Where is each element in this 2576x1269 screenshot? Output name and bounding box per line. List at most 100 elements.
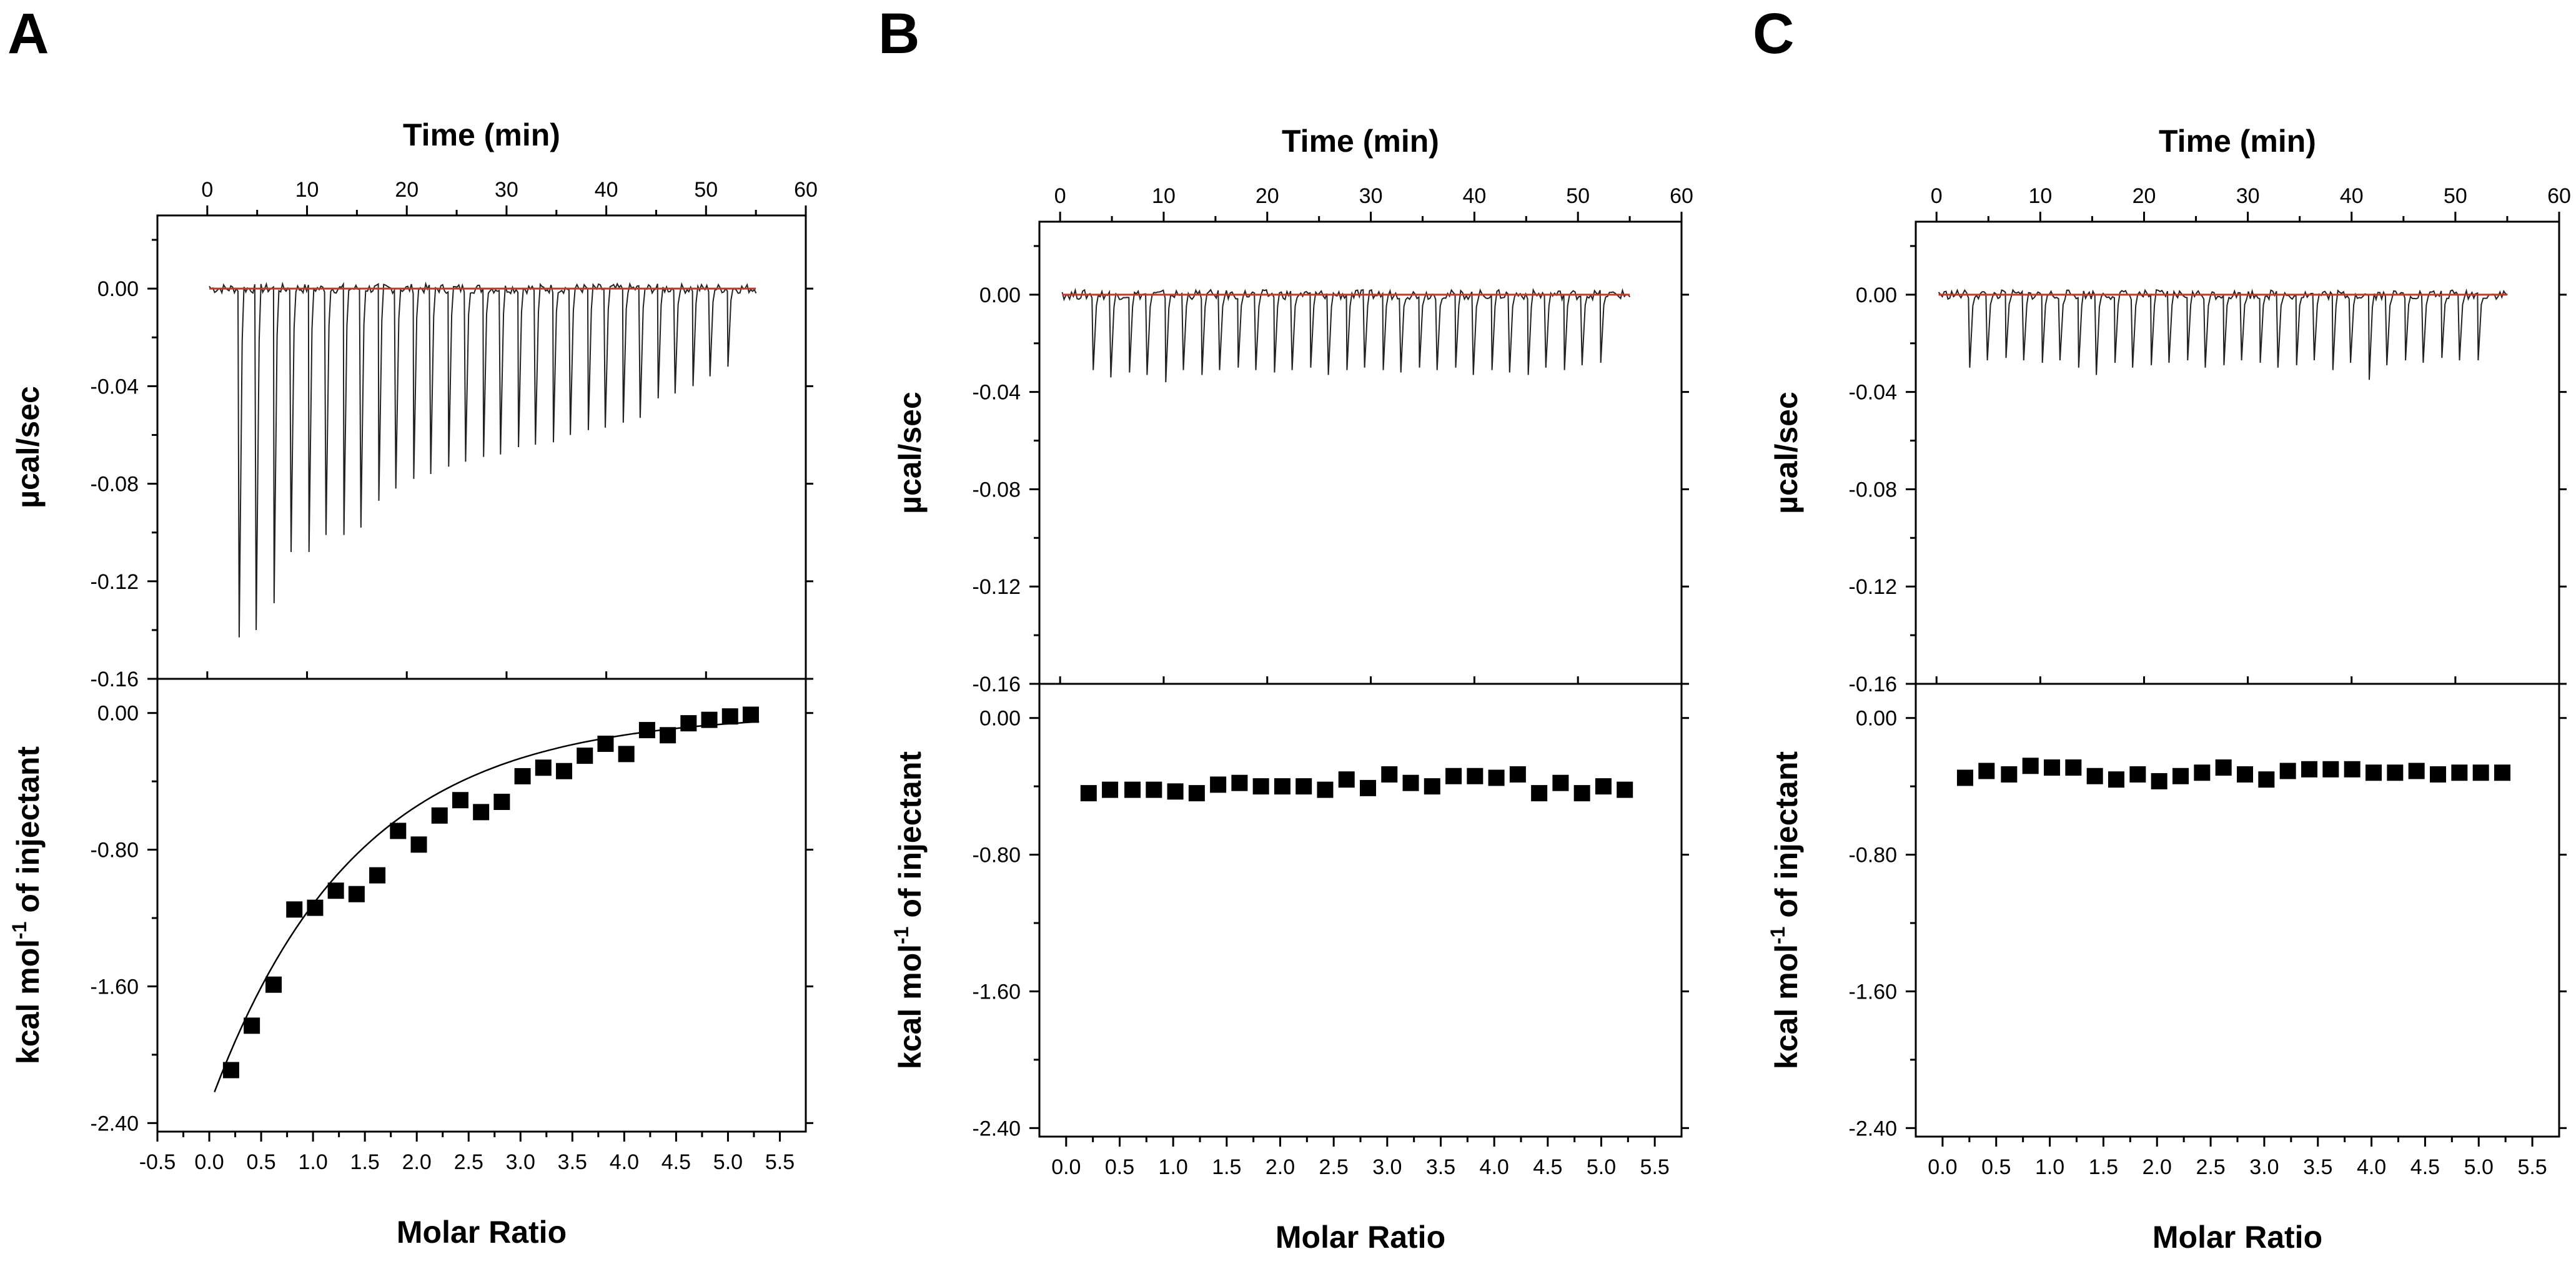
y-axis-title-sup: -1 [890, 927, 913, 944]
data-point [2387, 764, 2404, 781]
data-point [721, 708, 738, 725]
data-point [2430, 766, 2447, 783]
y-axis-title-tail: of injectant [11, 746, 46, 922]
data-point [222, 1062, 239, 1079]
isotherm: -0.5 0.0 0.5 1.0 1.5 2.0 2.5 3.0 3.5 4.0 4.5 5.0 5.5… [8, 678, 813, 1250]
y-tick-label: -1.60 [973, 980, 1021, 1004]
data-point [390, 822, 407, 839]
x-tick-label: 0.0 [194, 1150, 224, 1174]
data-point [1509, 766, 1526, 783]
data-point [473, 804, 490, 821]
x-tick-label: 0 [1054, 184, 1066, 208]
data-point [2022, 758, 2039, 774]
x-tick-label: 5.5 [765, 1150, 795, 1174]
x-tick-label: 4.0 [2357, 1155, 2386, 1179]
data-point [2472, 764, 2489, 781]
x-tick-label: 1.5 [1212, 1155, 1241, 1179]
data-point [2301, 761, 2318, 778]
data-point [1167, 783, 1184, 800]
x-tick-label: 40 [1462, 184, 1486, 208]
x-tick-label: 5.0 [2464, 1155, 2494, 1179]
data-point [660, 727, 676, 744]
x-tick-label: 20 [2133, 184, 2156, 208]
isotherm: 0.0 0.5 1.0 1.5 2.0 2.5 3.0 3.5 4.0 4.5 5.0 5.5 Mola… [890, 683, 1689, 1255]
x-tick-label: -0.5 [139, 1150, 176, 1174]
data-point [1231, 774, 1248, 791]
data-point [2237, 766, 2254, 783]
y-tick-label: -0.12 [91, 570, 139, 594]
x-axis-title: Molar Ratio [2152, 1220, 2322, 1255]
x-tick-label: 3.0 [2249, 1155, 2279, 1179]
data-point [1595, 778, 1612, 795]
y-axis-title-tail: of injectant [893, 751, 928, 927]
data-point [618, 746, 635, 763]
y-tick-label: -0.80 [973, 844, 1021, 867]
x-tick-label: 0.0 [1051, 1155, 1081, 1179]
data-point [2365, 764, 2382, 781]
data-point [1531, 785, 1548, 802]
x-tick-label: 2.0 [402, 1150, 432, 1174]
data-point [2044, 759, 2061, 776]
data-point [410, 836, 427, 853]
x-tick-label: 5.0 [1587, 1155, 1616, 1179]
x-axis-title: Time (min) [403, 117, 560, 152]
data-point [597, 735, 614, 752]
isotherm-frame [1038, 683, 1683, 1138]
y-tick-label: -0.08 [973, 478, 1021, 501]
x-tick-label: 50 [2444, 184, 2467, 208]
thermogram: 0 10 20 30 40 50 60 Time (min) 0.00 -0.04 -0.08 -0.… [11, 117, 818, 691]
data-point [1381, 766, 1398, 783]
x-tick-label: 5.5 [1640, 1155, 1670, 1179]
y-tick-label: 0.00 [979, 707, 1021, 731]
y-tick-label: -0.16 [1849, 673, 1898, 696]
data-point [2408, 763, 2425, 779]
data-point [1956, 769, 1973, 786]
data-point [369, 867, 386, 884]
panel-letter: B [878, 2, 919, 66]
data-point [2129, 766, 2146, 783]
x-tick-label: 20 [1256, 184, 1279, 208]
data-point [2065, 759, 2082, 776]
data-point [1102, 781, 1119, 798]
x-tick-label: 4.0 [1480, 1155, 1509, 1179]
data-point [1295, 778, 1312, 795]
data-point [1359, 779, 1376, 796]
x-tick-label: 4.0 [610, 1150, 639, 1174]
data-point [2151, 773, 2167, 789]
y-tick-label: -0.04 [91, 375, 139, 398]
y-tick-label: -0.16 [91, 668, 139, 691]
y-tick-label: -0.04 [973, 381, 1021, 405]
x-tick-label: 0 [201, 178, 213, 202]
y-axis-title: µcal/sec [893, 392, 928, 514]
data-point [2215, 759, 2232, 776]
y-axis-title: kcal mol-1 of injectant [890, 751, 928, 1069]
thermogram-trace [1938, 288, 2508, 380]
data-point [1252, 778, 1269, 795]
x-tick-label: 10 [295, 178, 319, 202]
x-tick-label: 20 [395, 178, 419, 202]
data-point [1146, 781, 1162, 798]
y-tick-label: 0.00 [1856, 707, 1897, 731]
y-tick-label: -0.08 [1849, 478, 1898, 501]
data-point [2451, 764, 2468, 781]
data-point [1467, 768, 1484, 784]
x-tick-label: 5.5 [2517, 1155, 2547, 1179]
x-tick-label: 40 [595, 178, 618, 202]
y-tick-label: 0.00 [1856, 284, 1897, 307]
data-point [1274, 778, 1290, 795]
data-point [1488, 769, 1505, 786]
x-tick-label: 0.5 [1981, 1155, 2011, 1179]
panel-letter: A [7, 2, 49, 66]
y-tick-label: -0.08 [91, 473, 139, 496]
y-tick-label: -1.60 [91, 975, 139, 999]
y-tick-label: -1.60 [1849, 980, 1898, 1004]
thermogram-trace [209, 281, 757, 638]
data-point [2258, 771, 2275, 788]
y-tick-label: -0.12 [973, 575, 1021, 599]
x-tick-label: 10 [2028, 184, 2052, 208]
data-point [556, 763, 573, 779]
x-tick-label: 3.0 [506, 1150, 535, 1174]
data-point [493, 793, 510, 810]
x-tick-label: 2.5 [454, 1150, 483, 1174]
